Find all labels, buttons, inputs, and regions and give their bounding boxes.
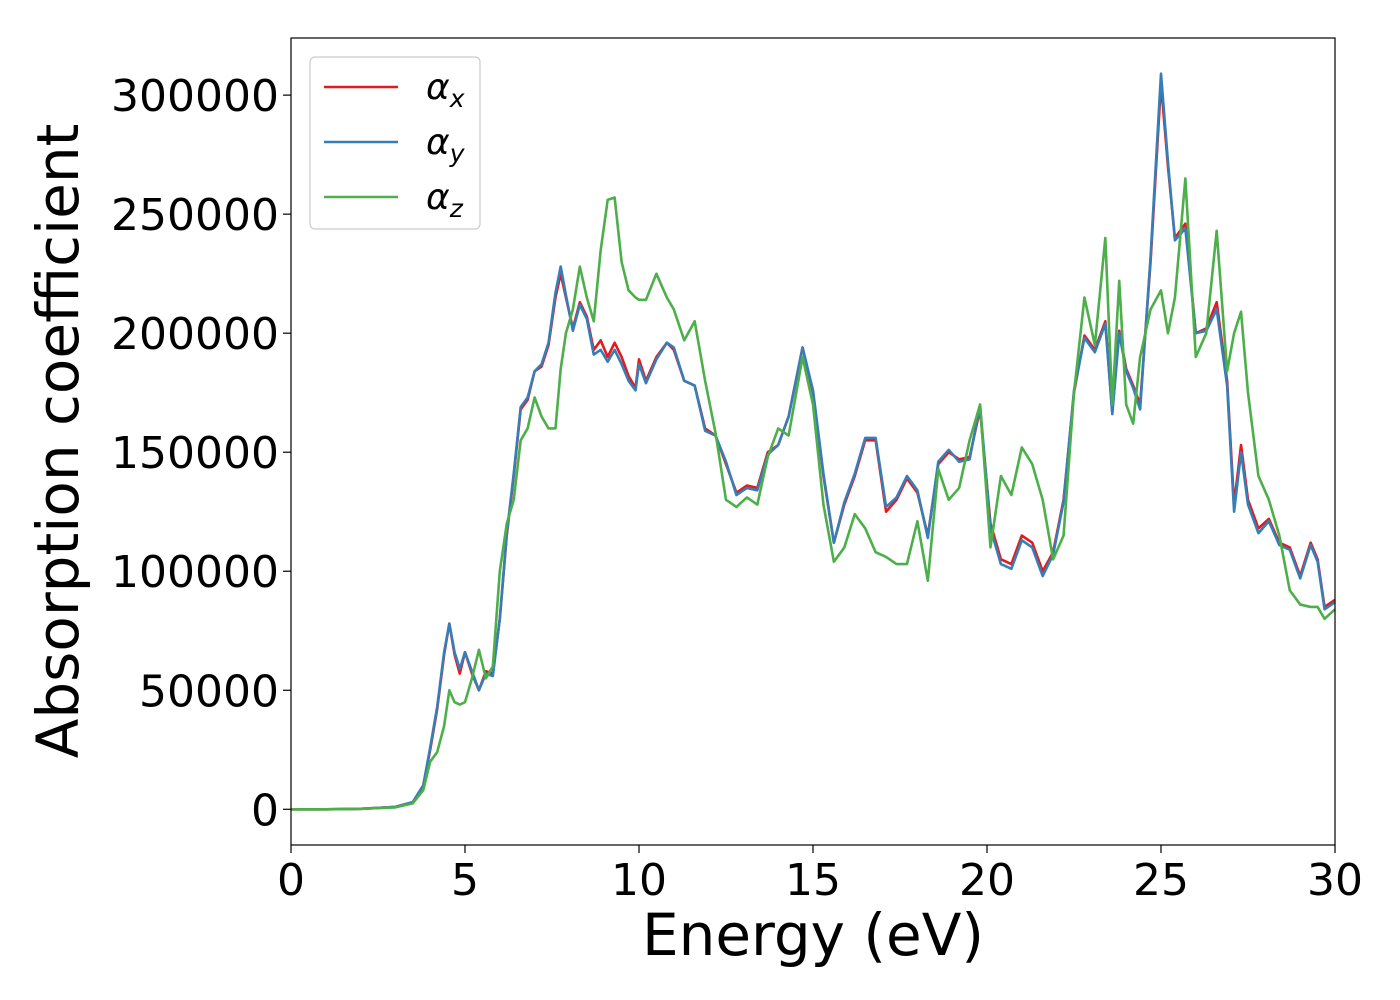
y-tick-label: 0 — [251, 785, 279, 836]
line-series — [291, 177, 1336, 811]
y-axis-label: Absorption coefficient — [24, 124, 92, 759]
y-tick-label: 150000 — [111, 428, 279, 479]
y-tick-label: 100000 — [111, 547, 279, 598]
legend-label: αx — [426, 67, 465, 113]
x-tick-label: 25 — [1133, 855, 1189, 906]
y-tick-label: 50000 — [139, 666, 279, 717]
legend-label: αy — [426, 122, 466, 168]
y-tick-label: 250000 — [111, 190, 279, 241]
x-tick-label: 20 — [959, 855, 1015, 906]
y-tick-label: 200000 — [111, 309, 279, 360]
y-tick-label: 300000 — [111, 71, 279, 122]
axes-frame — [290, 37, 1336, 846]
x-tick-label: 15 — [785, 855, 841, 906]
legend-label: αz — [426, 177, 464, 223]
x-tick-label: 5 — [451, 855, 479, 906]
x-tick-label: 10 — [611, 855, 667, 906]
x-axis-label: Energy (eV) — [642, 901, 984, 969]
x-tick-label: 0 — [277, 855, 305, 906]
x-tick-label: 30 — [1307, 855, 1363, 906]
